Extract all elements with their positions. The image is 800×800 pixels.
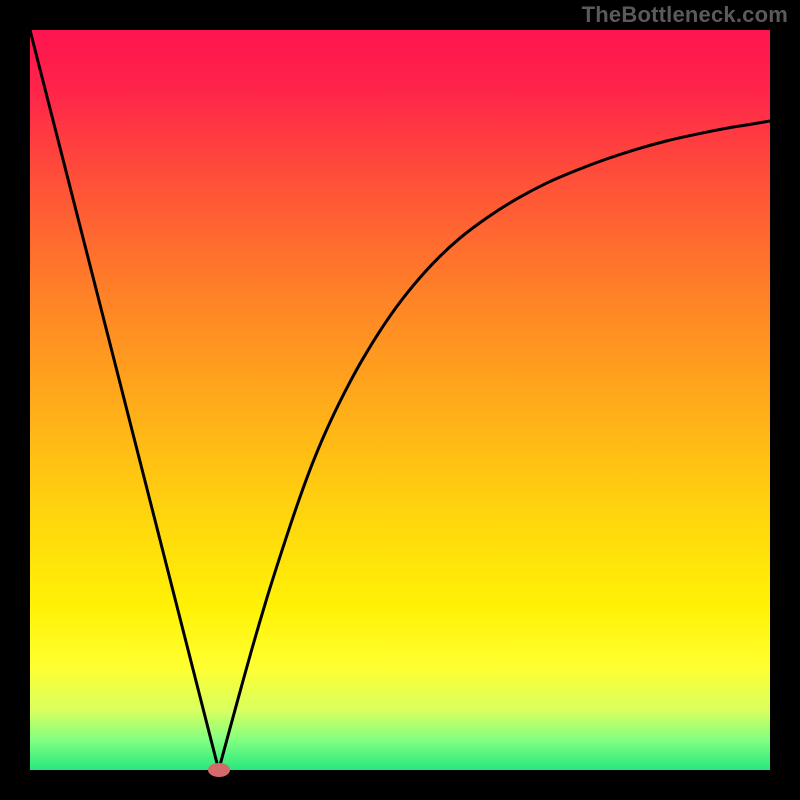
plot-area [30, 30, 770, 770]
gradient-background [30, 30, 770, 770]
curve-layer [30, 30, 770, 770]
chart-frame: TheBottleneck.com [0, 0, 800, 800]
watermark-text: TheBottleneck.com [582, 2, 788, 28]
optimum-marker [208, 763, 230, 777]
